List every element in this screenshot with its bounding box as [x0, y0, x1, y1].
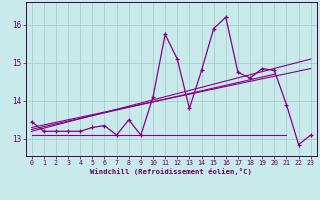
X-axis label: Windchill (Refroidissement éolien,°C): Windchill (Refroidissement éolien,°C)	[90, 168, 252, 175]
